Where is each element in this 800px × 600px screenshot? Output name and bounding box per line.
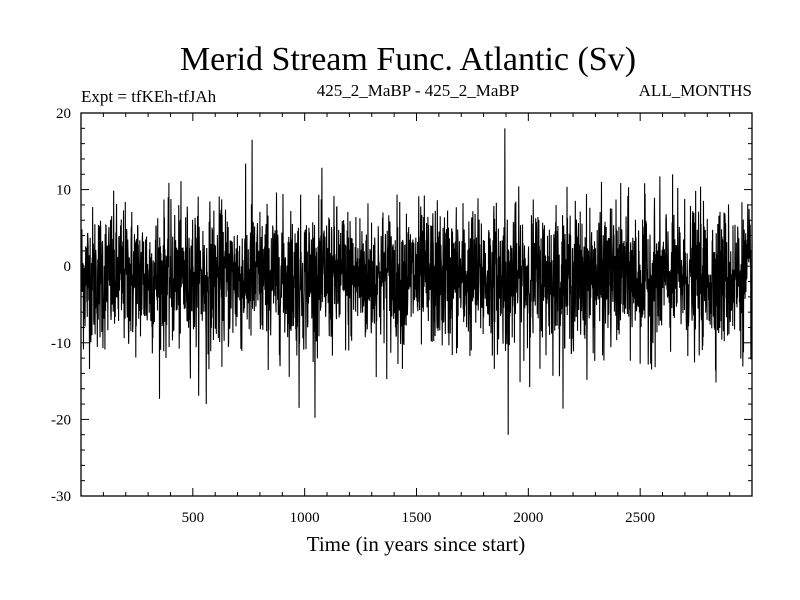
y-tick-label: -30 [51, 489, 71, 505]
plot-frame [80, 112, 753, 497]
plot-area [80, 128, 753, 435]
axis-ticks [81, 112, 752, 497]
chart-subtitle-left: Expt = tfKEh-tfJAh [81, 87, 217, 106]
x-tick-label: 2500 [625, 510, 655, 526]
tick-labels: 20 10 0 -10 -20 -30 500 1000 1500 2000 2500 [51, 106, 655, 526]
chart-title: Merid Stream Func. Atlantic (Sv) [180, 41, 636, 78]
chart-subtitle-right: ALL_MONTHS [639, 81, 752, 100]
x-axis-label: Time (in years since start) [307, 532, 526, 556]
x-tick-label: 2000 [513, 510, 543, 526]
y-tick-label: 20 [56, 106, 71, 122]
y-tick-label: 10 [56, 183, 71, 199]
y-tick-label: 0 [64, 259, 72, 275]
y-tick-label: -10 [51, 336, 71, 352]
x-tick-label: 500 [182, 510, 205, 526]
x-tick-label: 1500 [402, 510, 432, 526]
chart-subtitle-center: 425_2_MaBP - 425_2_MaBP [317, 81, 519, 100]
series-line [80, 128, 753, 435]
y-tick-label: -20 [51, 412, 71, 428]
x-tick-label: 1000 [290, 510, 320, 526]
